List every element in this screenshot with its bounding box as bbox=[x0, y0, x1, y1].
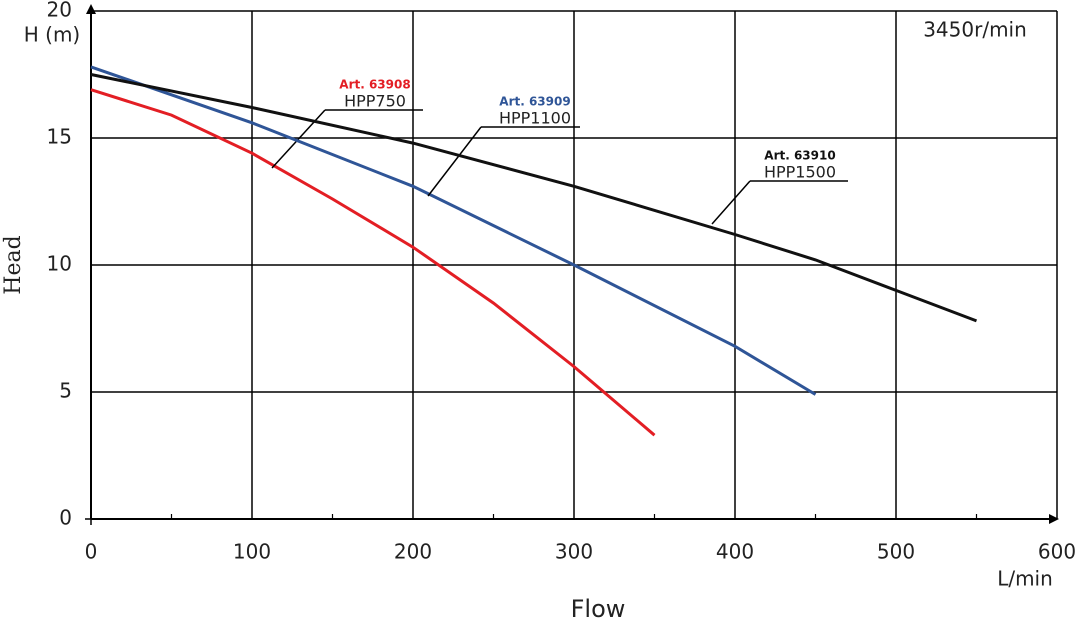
x-axis-title: Flow bbox=[571, 595, 626, 623]
curve bbox=[90, 65, 817, 396]
x-tick-label: 200 bbox=[394, 540, 432, 564]
y-tick-label: 0 bbox=[59, 506, 72, 530]
y-tick-label: 20 bbox=[47, 0, 72, 22]
curve-article: Art. 63910 bbox=[764, 149, 835, 163]
leader-line bbox=[711, 180, 751, 225]
speed-annotation: 3450r/min bbox=[923, 18, 1027, 42]
x-tick-label: 400 bbox=[716, 540, 754, 564]
y-tick-label: 10 bbox=[47, 252, 72, 276]
legend-label: HPP1100 bbox=[499, 109, 571, 128]
curve bbox=[90, 73, 978, 323]
y-axis-arrow bbox=[86, 4, 96, 14]
x-tick-label: 0 bbox=[85, 540, 98, 564]
leader-line bbox=[427, 126, 482, 197]
x-axis-unit: L/min bbox=[997, 567, 1053, 591]
y-axis-unit: H (m) bbox=[24, 23, 80, 47]
x-axis-arrow bbox=[1049, 514, 1059, 524]
y-tick-label: 5 bbox=[59, 379, 72, 403]
curve-article: Art. 63908 bbox=[339, 78, 410, 92]
x-tick-label: 500 bbox=[877, 540, 915, 564]
y-tick-label: 15 bbox=[47, 125, 72, 149]
x-tick-label: 600 bbox=[1038, 540, 1076, 564]
curve-article: Art. 63909 bbox=[499, 95, 570, 109]
x-tick-label: 100 bbox=[233, 540, 271, 564]
legend-label: HPP1500 bbox=[764, 163, 836, 182]
curve bbox=[90, 88, 656, 437]
leader-line bbox=[271, 109, 326, 169]
x-tick-label: 300 bbox=[555, 540, 593, 564]
legend-label: HPP750 bbox=[344, 92, 406, 111]
y-axis-title: Head bbox=[1, 235, 26, 294]
